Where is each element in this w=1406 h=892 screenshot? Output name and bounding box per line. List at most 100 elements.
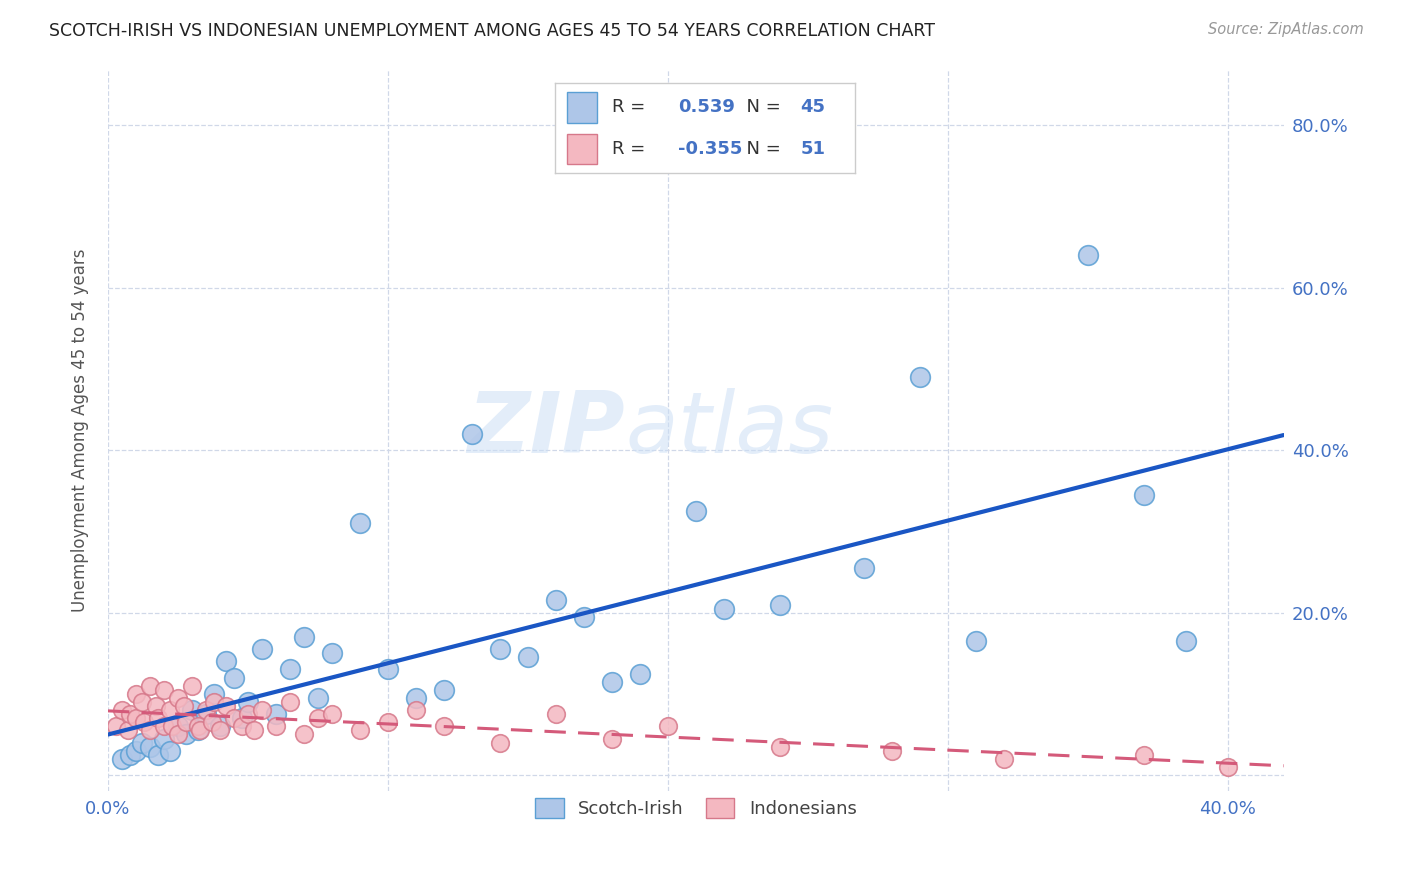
Point [1077, 248, 1099, 262]
Text: SCOTCH-IRISH VS INDONESIAN UNEMPLOYMENT AMONG AGES 45 TO 54 YEARS CORRELATION CH: SCOTCH-IRISH VS INDONESIAN UNEMPLOYMENT … [49, 22, 935, 40]
Point [544, 593, 567, 607]
Point [769, 598, 792, 612]
Point [278, 663, 301, 677]
Point [544, 707, 567, 722]
Point [173, 699, 195, 714]
Point [307, 690, 329, 705]
Point [159, 744, 181, 758]
Y-axis label: Unemployment Among Ages 45 to 54 years: Unemployment Among Ages 45 to 54 years [72, 248, 89, 612]
Point [405, 703, 427, 717]
Point [231, 719, 253, 733]
Point [148, 711, 170, 725]
Point [167, 727, 190, 741]
Point [461, 427, 484, 442]
Point [214, 654, 236, 668]
Point [111, 703, 134, 717]
Point [208, 723, 231, 738]
Point [125, 687, 148, 701]
Point [167, 690, 190, 705]
Point [405, 690, 427, 705]
Point [117, 723, 139, 738]
Point [993, 752, 1015, 766]
Point [202, 687, 225, 701]
Point [176, 715, 198, 730]
Point [1132, 488, 1154, 502]
Point [321, 646, 343, 660]
Legend: Scotch-Irish, Indonesians: Scotch-Irish, Indonesians [527, 790, 863, 826]
Point [176, 727, 198, 741]
Point [131, 695, 153, 709]
Point [125, 711, 148, 725]
Point [139, 679, 162, 693]
Point [120, 747, 142, 762]
Point [852, 561, 875, 575]
Point [628, 666, 651, 681]
Point [153, 682, 176, 697]
Point [162, 719, 184, 733]
Point [222, 671, 245, 685]
Point [264, 719, 287, 733]
Point [187, 723, 209, 738]
Point [433, 682, 456, 697]
Point [278, 695, 301, 709]
Point [572, 609, 595, 624]
Point [131, 735, 153, 749]
Point [181, 679, 204, 693]
Point [231, 711, 253, 725]
Text: ZIP: ZIP [468, 388, 626, 471]
Point [236, 695, 259, 709]
Point [159, 703, 181, 717]
Point [307, 711, 329, 725]
Text: Source: ZipAtlas.com: Source: ZipAtlas.com [1208, 22, 1364, 37]
Point [125, 744, 148, 758]
Point [965, 634, 987, 648]
Point [713, 601, 735, 615]
Point [377, 715, 399, 730]
Point [600, 731, 623, 746]
Point [685, 504, 707, 518]
Point [194, 707, 217, 722]
Point [111, 752, 134, 766]
Point [194, 703, 217, 717]
Point [377, 663, 399, 677]
Point [516, 650, 538, 665]
Point [250, 703, 273, 717]
Point [181, 703, 204, 717]
Point [139, 739, 162, 754]
Point [242, 723, 264, 738]
Point [190, 723, 212, 738]
Point [105, 719, 128, 733]
Point [657, 719, 679, 733]
Point [489, 735, 512, 749]
Point [769, 739, 792, 754]
Point [236, 707, 259, 722]
Point [120, 707, 142, 722]
Point [600, 674, 623, 689]
Point [202, 695, 225, 709]
Point [908, 370, 931, 384]
Point [321, 707, 343, 722]
Point [880, 744, 903, 758]
Point [134, 715, 156, 730]
Point [489, 642, 512, 657]
Point [145, 699, 167, 714]
Point [200, 715, 222, 730]
Point [433, 719, 456, 733]
Point [208, 719, 231, 733]
Point [139, 723, 162, 738]
Point [1174, 634, 1197, 648]
Point [264, 707, 287, 722]
Text: atlas: atlas [626, 388, 834, 471]
Point [148, 747, 170, 762]
Point [1216, 760, 1239, 774]
Point [292, 630, 315, 644]
Point [222, 711, 245, 725]
Point [167, 719, 190, 733]
Point [292, 727, 315, 741]
Point [153, 719, 176, 733]
Point [153, 731, 176, 746]
Point [1132, 747, 1154, 762]
Point [187, 719, 209, 733]
Point [250, 642, 273, 657]
Point [349, 723, 371, 738]
